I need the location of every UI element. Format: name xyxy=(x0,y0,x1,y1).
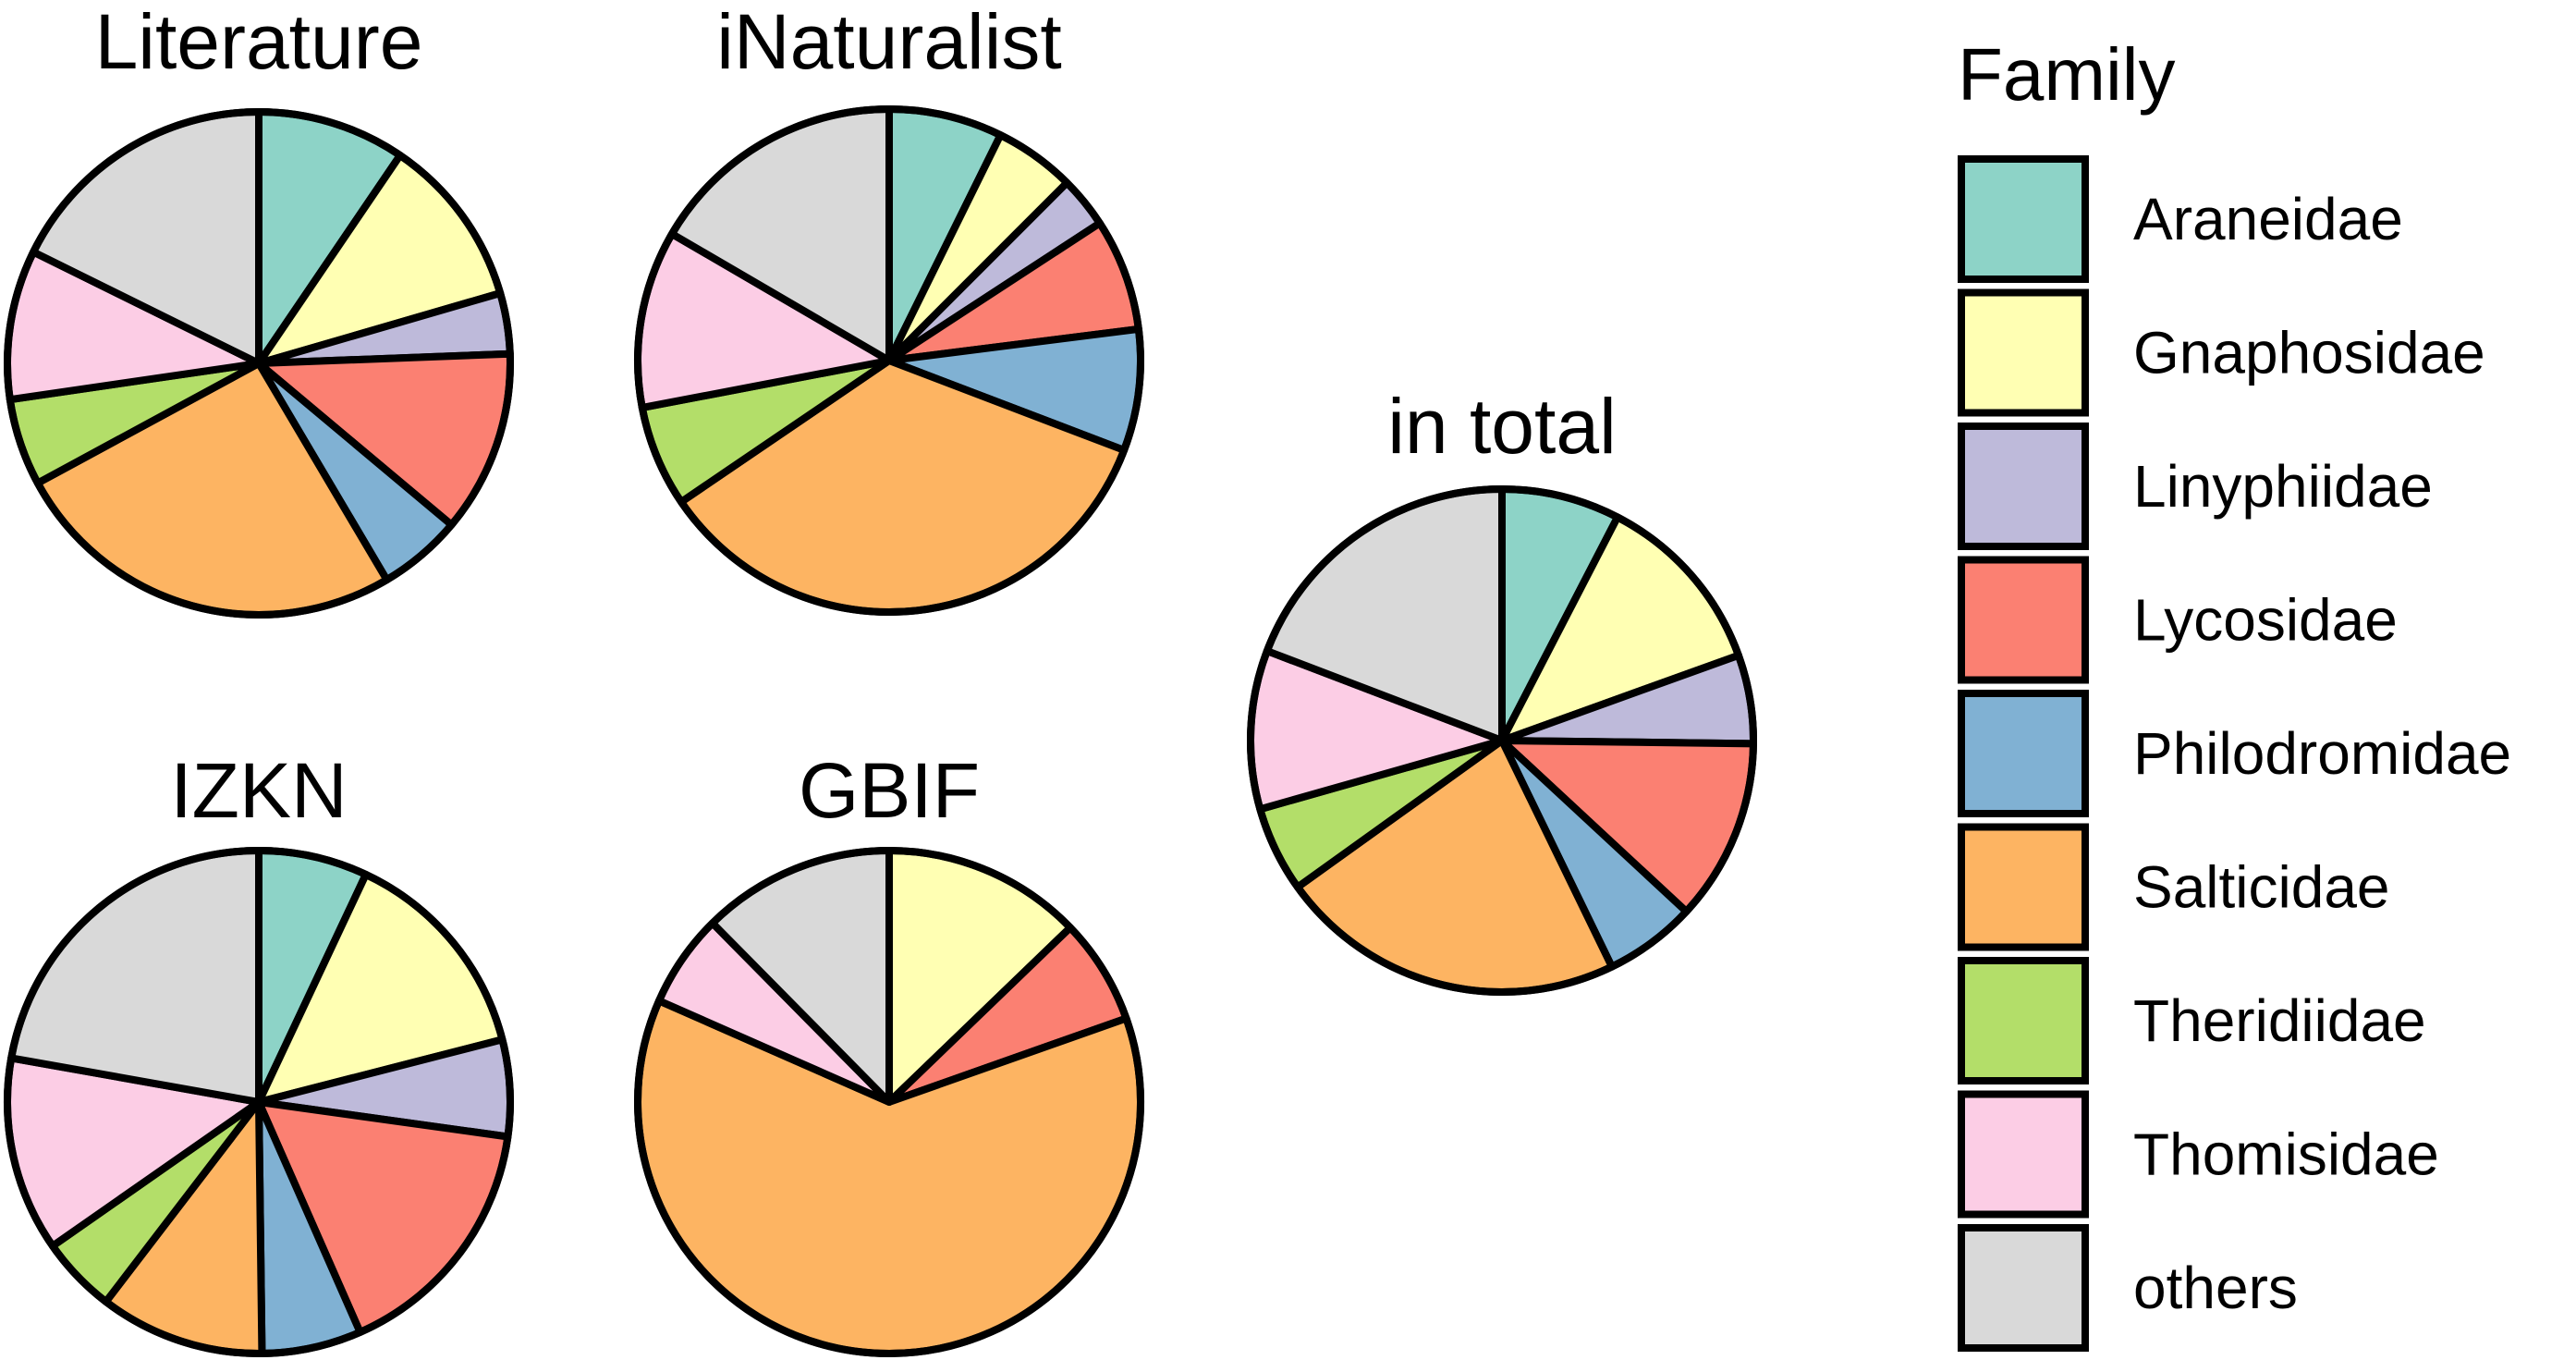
legend-label-gnaphosidae: Gnaphosidae xyxy=(2133,320,2485,386)
pie-outline-in-total xyxy=(1247,485,1757,996)
pie-in-total: in total xyxy=(1247,383,1757,996)
pie-title-inaturalist: iNaturalist xyxy=(716,0,1061,85)
legend-label-araneidae: Araneidae xyxy=(2133,186,2403,252)
legend-label-philodromidae: Philodromidae xyxy=(2133,720,2511,787)
legend-label-theridiidae: Theridiidae xyxy=(2133,987,2426,1054)
legend-swatch-others xyxy=(1958,1224,2089,1352)
pie-literature: Literature xyxy=(4,0,514,619)
legend-title: Family xyxy=(1958,33,2176,116)
legend-swatch-lycosidae xyxy=(1958,556,2089,684)
legend-label-lycosidae: Lycosidae xyxy=(2133,587,2398,654)
pie-outline-literature xyxy=(4,108,514,619)
pie-gbif: GBIF xyxy=(634,747,1144,1357)
legend-swatch-thomisidae xyxy=(1958,1090,2089,1219)
pie-outline-gbif xyxy=(634,847,1144,1357)
legend-swatch-gnaphosidae xyxy=(1958,288,2089,417)
legend-swatch-philodromidae xyxy=(1958,690,2089,817)
legend-swatch-araneidae xyxy=(1958,155,2089,283)
legend-swatch-salticidae xyxy=(1958,823,2089,951)
pie-title-literature: Literature xyxy=(95,0,423,85)
legend-label-thomisidae: Thomisidae xyxy=(2133,1121,2439,1188)
pie-slice-izkn-others xyxy=(7,847,262,1106)
legend-swatch-linyphiidae xyxy=(1958,423,2089,550)
pie-title-in-total: in total xyxy=(1387,383,1617,470)
legend-label-salticidae: Salticidae xyxy=(2133,854,2390,921)
pie-title-gbif: GBIF xyxy=(799,747,980,834)
pie-outline-inaturalist xyxy=(634,105,1144,616)
legend-swatch-theridiidae xyxy=(1958,957,2089,1084)
pie-inaturalist: iNaturalist xyxy=(634,0,1144,616)
pie-outline-izkn xyxy=(4,847,514,1357)
pie-izkn: IZKN xyxy=(4,747,514,1357)
legend: Family Araneidae Gnaphosidae Linyphiidae Ly… xyxy=(1958,33,2511,1352)
legend-label-linyphiidae: Linyphiidae xyxy=(2133,453,2433,520)
pie-title-izkn: IZKN xyxy=(170,747,347,834)
legend-label-others: others xyxy=(2133,1255,2298,1321)
